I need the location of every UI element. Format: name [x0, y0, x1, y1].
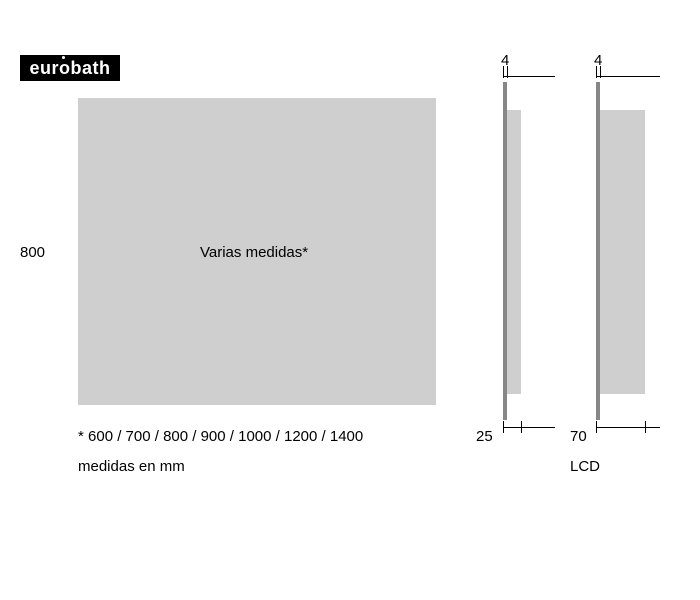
- front-height-label: 800: [20, 244, 45, 262]
- side1-bot-dimline: [503, 427, 555, 428]
- side2-lcd-label: LCD: [570, 458, 600, 476]
- logo-text: eurobath: [29, 58, 110, 79]
- side1-bottom-label: 25: [476, 428, 493, 446]
- side1-top-dimline: [503, 76, 555, 77]
- side1-panel: [507, 110, 521, 394]
- side2-panel: [600, 110, 645, 394]
- side1-top-label: 4: [501, 52, 509, 70]
- diagram-canvas: eurobath Varias medidas* 800 * 600 / 700…: [0, 0, 700, 600]
- front-center-label: Varias medidas*: [200, 244, 308, 262]
- front-units-label: medidas en mm: [78, 458, 185, 476]
- brand-logo: eurobath: [20, 55, 120, 81]
- side2-top-dimline: [596, 76, 660, 77]
- front-widths-label: * 600 / 700 / 800 / 900 / 1000 / 1200 / …: [78, 428, 363, 446]
- side2-bot-dimline: [596, 427, 660, 428]
- side2-bottom-label: 70: [570, 428, 587, 446]
- side2-top-label: 4: [594, 52, 602, 70]
